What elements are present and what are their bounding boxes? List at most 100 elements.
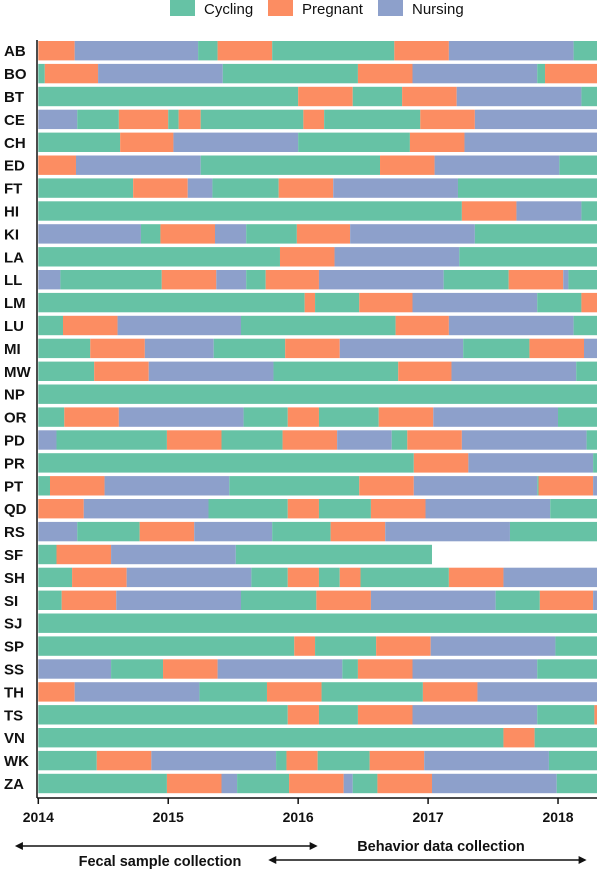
segment-th-4-cycling [321, 682, 423, 702]
row-label-ce: CE [4, 112, 25, 129]
segment-lu-4-pregnant [395, 315, 449, 336]
segment-lm-3-pregnant [359, 292, 413, 313]
segment-mi-2-nursing [144, 338, 214, 359]
x-tick-label-2018: 2018 [542, 809, 573, 825]
segment-ts-5-cycling [537, 705, 595, 725]
row-label-ch: CH [4, 135, 26, 152]
segment-ch-5-nursing [464, 132, 597, 152]
row-label-lm: LM [4, 295, 26, 312]
segment-rs-5-pregnant [330, 521, 386, 542]
segment-ce-6-pregnant [303, 109, 325, 130]
segment-sh-8-pregnant [448, 567, 504, 588]
segment-ft-2-nursing [187, 178, 213, 198]
row-label-ed: ED [4, 158, 25, 175]
segment-ab-6-nursing [448, 41, 574, 61]
segment-ft-1-pregnant [133, 178, 188, 198]
segment-bo-7-pregnant [545, 63, 597, 84]
segment-lm-5-cycling [537, 292, 582, 313]
segment-mw-0-cycling [38, 361, 95, 381]
segment-qd-4-cycling [318, 499, 371, 519]
segment-th-6-nursing [477, 682, 597, 702]
segment-or-1-pregnant [64, 407, 119, 427]
behavior-period-arrow-arrowhead-right [578, 856, 587, 864]
segment-ce-8-pregnant [420, 109, 475, 130]
segment-pd-2-pregnant [166, 430, 222, 450]
legend: Cycling Pregnant Nursing [170, 0, 464, 18]
segment-mi-7-pregnant [529, 338, 585, 359]
segment-hi-2-nursing [516, 201, 582, 221]
segment-vn-1-pregnant [503, 728, 535, 748]
segment-ss-4-cycling [342, 659, 358, 679]
segment-sf-2-nursing [111, 544, 236, 565]
segment-wk-1-pregnant [96, 750, 152, 771]
segment-sh-1-pregnant [72, 567, 127, 588]
segment-ce-5-cycling [200, 109, 304, 130]
segment-rs-4-cycling [272, 521, 331, 542]
row-label-za: ZA [4, 776, 24, 793]
segment-qd-1-nursing [83, 499, 209, 519]
segment-lu-1-pregnant [62, 315, 118, 336]
segment-ts-1-pregnant [287, 705, 319, 725]
row-label-rs: RS [4, 524, 25, 541]
row-label-hi: HI [4, 204, 19, 221]
row-label-sf: SF [4, 547, 23, 564]
segment-th-3-pregnant [266, 682, 322, 702]
segment-pd-8-nursing [461, 430, 587, 450]
segment-ch-1-pregnant [120, 132, 174, 152]
segment-bt-0-cycling [38, 86, 299, 107]
segment-pd-1-cycling [56, 430, 167, 450]
segment-za-8-nursing [431, 773, 557, 794]
segment-ll-8-pregnant [508, 270, 564, 290]
fecal-period-arrow-arrowhead-right [309, 842, 318, 850]
row-label-ki: KI [4, 226, 19, 243]
row-label-sp: SP [4, 639, 24, 656]
segment-la-0-cycling [38, 247, 280, 267]
segment-sh-6-pregnant [339, 567, 361, 588]
segment-za-0-cycling [38, 773, 167, 794]
segment-sp-1-pregnant [294, 636, 316, 656]
segment-qd-7-cycling [550, 499, 597, 519]
segment-ll-10-cycling [568, 270, 597, 290]
segment-rs-6-nursing [385, 521, 510, 542]
segment-ch-4-pregnant [409, 132, 465, 152]
segment-sh-4-pregnant [287, 567, 319, 588]
segment-pt-2-nursing [104, 476, 230, 496]
segment-ft-3-cycling [212, 178, 279, 198]
row-label-pd: PD [4, 433, 25, 450]
segment-or-3-cycling [243, 407, 288, 427]
segment-za-4-pregnant [289, 773, 344, 794]
segment-pt-6-cycling [537, 476, 539, 496]
segment-bt-1-pregnant [298, 86, 353, 107]
segment-sp-4-nursing [430, 636, 556, 656]
segment-bo-3-cycling [222, 63, 358, 84]
segment-ki-2-pregnant [160, 224, 215, 244]
x-tick-label-2017: 2017 [413, 809, 444, 825]
segment-la-2-nursing [334, 247, 460, 267]
segment-sp-3-pregnant [376, 636, 431, 656]
x-tick-label-2016: 2016 [283, 809, 314, 825]
legend-label-cycling: Cycling [204, 1, 253, 18]
segment-sf-0-cycling [38, 544, 57, 565]
segment-ed-5-cycling [559, 155, 597, 175]
segment-si-5-nursing [370, 590, 496, 610]
segment-bt-5-cycling [581, 86, 597, 107]
segment-ab-1-nursing [74, 41, 199, 61]
segment-ki-3-nursing [215, 224, 247, 244]
row-label-pr: PR [4, 455, 25, 472]
row-labels: AB BO BT CE CH ED FT HI KI LA LL LM LU MI MW NP OR PD PR PT… [4, 43, 31, 793]
segment-ss-2-pregnant [163, 659, 218, 679]
segment-or-8-cycling [558, 407, 597, 427]
segment-ss-3-nursing [217, 659, 343, 679]
segment-th-2-cycling [199, 682, 267, 702]
segment-or-7-nursing [433, 407, 559, 427]
segment-ts-4-nursing [412, 705, 538, 725]
segment-ts-6-pregnant [594, 705, 597, 725]
segment-ch-3-cycling [298, 132, 410, 152]
segment-lu-6-cycling [573, 315, 597, 336]
segment-mw-3-cycling [273, 361, 399, 381]
segment-ll-3-nursing [216, 270, 247, 290]
segment-ce-2-pregnant [118, 109, 169, 130]
segment-rs-1-cycling [77, 521, 140, 542]
row-label-la: LA [4, 249, 24, 266]
segment-ft-5-nursing [333, 178, 458, 198]
